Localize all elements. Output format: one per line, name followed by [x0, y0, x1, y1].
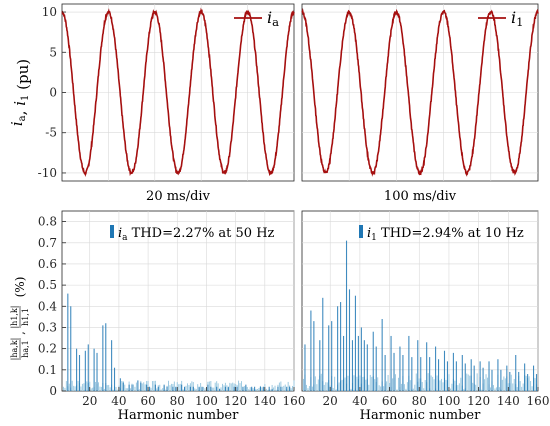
- bl-ytick-label: 0.1: [38, 363, 57, 377]
- top-ylabel: ia, i1 (pu): [8, 59, 32, 126]
- ylabel-unit: (%): [13, 277, 27, 298]
- bl-xtick-label: 40: [111, 394, 126, 408]
- tr-series-i1: [301, 8, 539, 177]
- br-xlabel: Harmonic number: [360, 408, 481, 423]
- bl-xlabel: Harmonic number: [118, 408, 239, 423]
- tl-xlabel: 20 ms/div: [146, 189, 211, 204]
- ylabel-frac-1-den: h1,1: [21, 308, 30, 326]
- ylabel-frac-a-num: |ha,k|: [10, 338, 19, 361]
- bl-xtick-label: 20: [82, 394, 97, 408]
- br-annotation-marker: [359, 225, 363, 238]
- bl-xtick-label: 80: [170, 394, 185, 408]
- tl-ytick-label: 10: [42, 5, 57, 19]
- tl-ytick-label: 0: [49, 86, 57, 100]
- bl-ytick-label: 0.4: [38, 299, 57, 313]
- br-xtick-label: 140: [497, 394, 520, 408]
- br-xtick-label: 80: [412, 394, 427, 408]
- top-ylabel-text: ia, i1 (pu): [8, 59, 32, 126]
- tr-legend-label: i1: [511, 8, 523, 29]
- bl-ytick-label: 0.3: [38, 320, 57, 334]
- ylabel-frac-1: |h1,k| h1,1: [10, 305, 30, 328]
- ylabel-frac-a: |ha,k| ha,1: [10, 338, 30, 361]
- ylabel-frac-1-num: |h1,k|: [10, 305, 19, 328]
- br-xtick-label: 40: [352, 394, 367, 408]
- br-xtick-label: 60: [382, 394, 397, 408]
- br-xtick-label: 100: [437, 394, 460, 408]
- bl-ytick-label: 0.8: [38, 215, 57, 229]
- bl-xtick-label: 140: [253, 394, 276, 408]
- bl-ytick-label: 0.6: [38, 257, 57, 271]
- tl-series-ia: [61, 7, 295, 178]
- ylabel-frac-a-den: ha,1: [21, 340, 30, 358]
- bl-ytick-label: 0.7: [38, 236, 57, 250]
- br-annotation: i1 THD=2.94% at 10 Hz: [367, 226, 524, 243]
- bl-ytick-label: 0.5: [38, 278, 57, 292]
- tr-xlabel: 100 ms/div: [384, 189, 457, 204]
- bl-frame: [61, 210, 295, 392]
- bottom-ylabel: |ha,k| ha,1, |h1,k| h1,1 (%): [10, 277, 30, 361]
- tl-legend-label: ia: [267, 8, 279, 29]
- tl-ytick-label: -10: [38, 166, 57, 180]
- br-xtick-label: 20: [323, 394, 338, 408]
- tl-ytick-label: 5: [49, 45, 57, 59]
- bl-annotation-marker: [110, 225, 114, 238]
- bl-ytick-label: 0: [49, 384, 57, 398]
- bl-ytick-label: 0.2: [38, 342, 57, 356]
- bl-xtick-label: 100: [195, 394, 218, 408]
- ylabel-comma: ,: [14, 331, 27, 335]
- bl-xtick-label: 60: [140, 394, 155, 408]
- br-xtick-label: 120: [467, 394, 490, 408]
- bl-annotation: ia THD=2.27% at 50 Hz: [118, 226, 275, 243]
- bl-xtick-label: 120: [224, 394, 247, 408]
- bl-xtick-label: 160: [283, 394, 306, 408]
- tl-ytick-label: -5: [45, 126, 57, 140]
- br-xtick-label: 160: [527, 394, 550, 408]
